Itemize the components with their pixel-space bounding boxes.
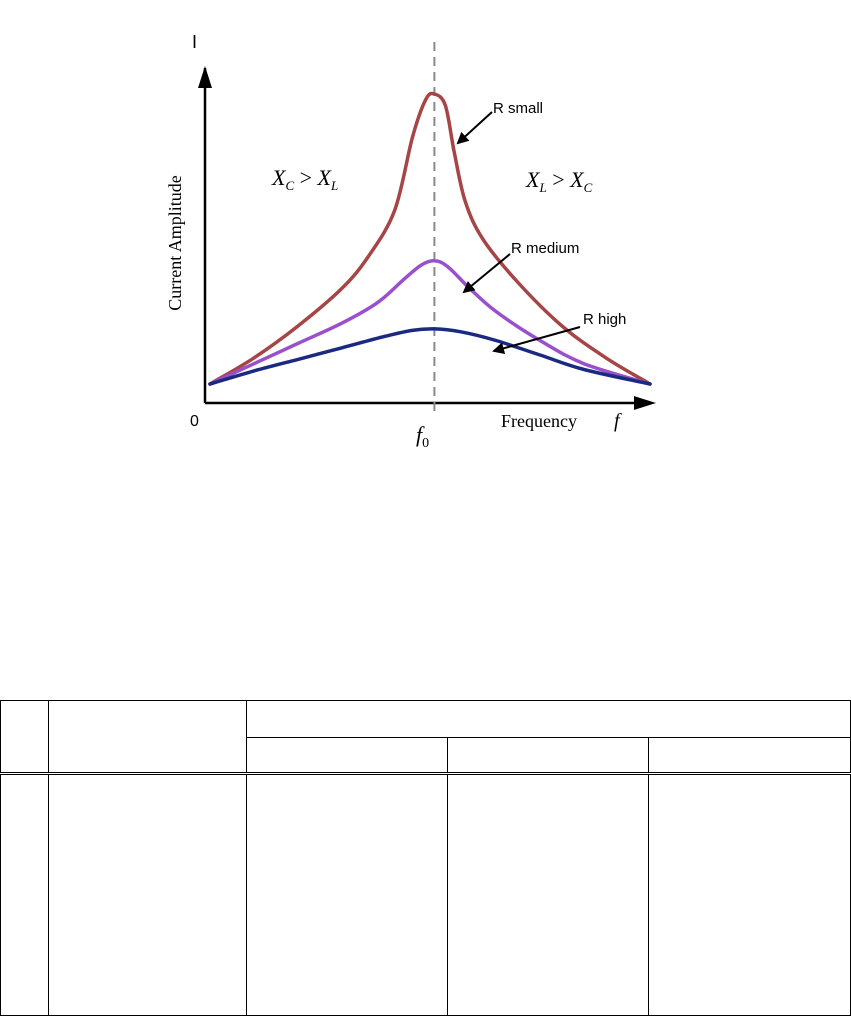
table-cell (647, 772, 851, 1016)
empty-table (0, 700, 851, 1016)
curve-r-high (208, 327, 652, 386)
table-cell (0, 772, 49, 1016)
table-cell (245, 700, 851, 738)
y-axis-label: Current Amplitude (165, 175, 185, 310)
x-axis-arrow-icon (634, 396, 656, 410)
x-axis-symbol: f (614, 410, 622, 432)
table-cell (246, 737, 448, 774)
region-label-left: XC > XL (271, 165, 338, 193)
table-cell (246, 772, 448, 1016)
series-label-r-medium: R medium (511, 240, 579, 257)
resonance-chart: I Current Amplitude 0 Frequency f f0 XC … (165, 32, 656, 451)
region-label-right: XL > XC (525, 167, 593, 195)
table-cell (48, 700, 247, 774)
table-cell (0, 700, 49, 774)
curve-r-small (208, 91, 652, 386)
series-label-r-small: R small (493, 100, 543, 117)
curves-group (208, 91, 652, 386)
arrow-r-small-icon (456, 111, 493, 145)
table-cell (447, 772, 649, 1016)
table-cell (447, 737, 649, 774)
y-axis-arrow-icon (198, 66, 212, 88)
y-axis-symbol: I (192, 32, 197, 52)
table-cell (48, 772, 247, 1016)
x-axis-label: Frequency (501, 411, 577, 431)
curve-r-medium (208, 259, 652, 386)
series-label-r-high: R high (583, 311, 626, 328)
resonance-frequency-label: f0 (416, 422, 429, 451)
arrow-r-high-icon (492, 326, 581, 355)
arrow-r-medium-icon (462, 253, 511, 294)
table-cell (647, 737, 851, 774)
origin-label: 0 (190, 413, 199, 430)
